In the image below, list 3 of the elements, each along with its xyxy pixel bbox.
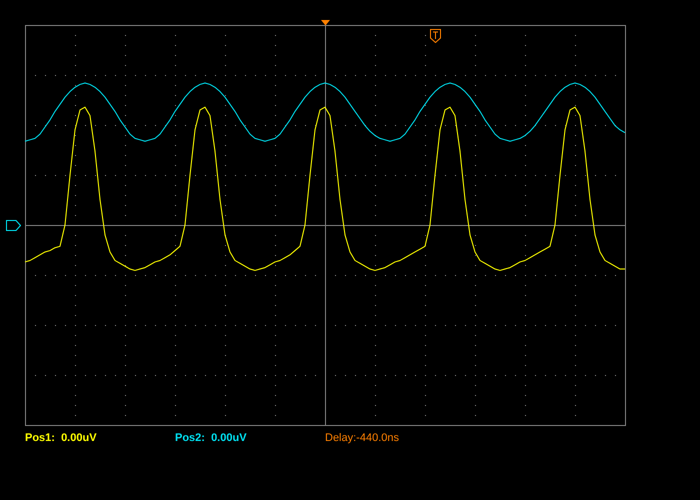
- text: Pos1: 0.00uV: [25, 432, 97, 444]
- text: Delay:-440.0ns: [325, 432, 399, 444]
- text: Pos2: 0.00uV: [175, 432, 247, 444]
